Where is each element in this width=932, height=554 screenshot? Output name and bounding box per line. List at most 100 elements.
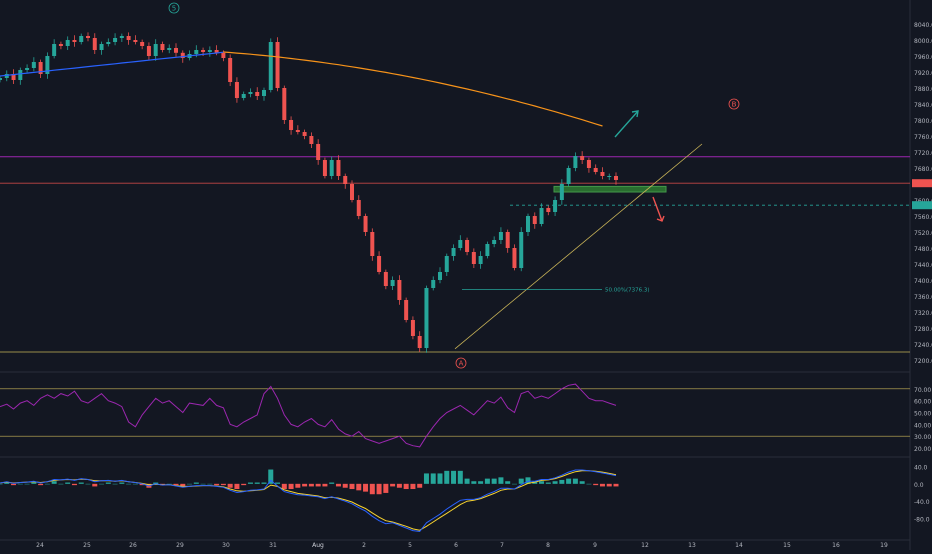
macd-histogram-bar bbox=[193, 482, 199, 484]
price-tick-label: 7760.0 bbox=[914, 134, 932, 141]
candle-body bbox=[356, 200, 361, 216]
candle-body bbox=[498, 232, 503, 240]
time-tick-label: 13 bbox=[688, 542, 696, 549]
macd-histogram-bar bbox=[17, 483, 23, 485]
price-tick-label: 8040.0 bbox=[914, 22, 932, 29]
macd-histogram-bar bbox=[437, 473, 443, 484]
macd-histogram-bar bbox=[268, 469, 274, 484]
candle-body bbox=[38, 62, 43, 74]
candle-body bbox=[478, 256, 483, 264]
macd-histogram-bar bbox=[349, 483, 355, 490]
macd-histogram-bar bbox=[261, 482, 267, 484]
rsi-tick-label: 20.00 bbox=[914, 446, 931, 453]
macd-histogram-bar bbox=[606, 483, 612, 487]
candle-body bbox=[465, 240, 470, 252]
macd-line bbox=[0, 469, 617, 533]
macd-histogram-bar bbox=[220, 483, 226, 486]
time-tick-label: 2 bbox=[362, 542, 366, 549]
rsi-tick-label: 70.00 bbox=[914, 387, 931, 394]
macd-histogram-bar bbox=[491, 478, 497, 484]
time-tick-label: 14 bbox=[735, 542, 743, 549]
candle-body bbox=[492, 240, 497, 244]
price-tick-label: 7840.0 bbox=[914, 102, 932, 109]
macd-axis: 40.0 0.0 -40.0 -80.0 bbox=[914, 465, 930, 524]
macd-histogram-bar bbox=[464, 478, 470, 484]
candle-body bbox=[580, 156, 585, 160]
macd-histogram-bar bbox=[31, 482, 37, 484]
macd-histogram-bar bbox=[505, 481, 511, 484]
candle-body bbox=[262, 90, 266, 96]
candle-body bbox=[201, 50, 206, 52]
candle-body bbox=[126, 36, 131, 40]
macd-histogram-bar bbox=[275, 482, 281, 484]
time-tick-label: 9 bbox=[593, 542, 597, 549]
macd-histogram-bar bbox=[254, 482, 260, 484]
candle-body bbox=[295, 130, 300, 132]
macd-histogram-bar bbox=[552, 481, 558, 484]
macd-histogram-bar bbox=[484, 478, 490, 484]
candle-body bbox=[322, 160, 327, 176]
macd-histogram-bar bbox=[200, 483, 206, 485]
candle-body bbox=[234, 82, 239, 98]
candle-body bbox=[302, 132, 307, 136]
candle-body bbox=[4, 74, 9, 78]
macd-histogram-bar bbox=[288, 483, 294, 490]
time-tick-label: 24 bbox=[36, 542, 44, 549]
candle-body bbox=[228, 58, 233, 82]
macd-histogram-bar bbox=[430, 473, 436, 484]
candle-body bbox=[241, 94, 246, 98]
macd-histogram-bar bbox=[579, 481, 585, 484]
candle-body bbox=[600, 172, 605, 176]
macd-histogram-bar bbox=[166, 483, 172, 485]
macd-histogram-bar bbox=[187, 483, 193, 485]
macd-histogram-bar bbox=[180, 483, 186, 487]
macd-histogram-bar bbox=[559, 479, 565, 484]
price-axis: 8040.0 8000.0 7960.0 7920.0 7880.0 7840.0 7800… bbox=[914, 22, 932, 365]
candle-body bbox=[180, 52, 185, 58]
candle-body bbox=[52, 44, 57, 56]
macd-histogram-bar bbox=[369, 483, 375, 495]
time-tick-label: 6 bbox=[454, 542, 458, 549]
candle-body bbox=[559, 184, 564, 200]
candle-body bbox=[519, 232, 524, 268]
macd-histogram bbox=[0, 469, 619, 495]
price-tick-label: 7920.0 bbox=[914, 70, 932, 77]
time-tick-label: 26 bbox=[129, 542, 137, 549]
candle-body bbox=[397, 280, 402, 300]
candles bbox=[0, 32, 618, 353]
bearish-arrow bbox=[652, 196, 663, 222]
macd-tick-label: -40.0 bbox=[914, 499, 930, 506]
rsi-tick-label: 30.00 bbox=[914, 434, 931, 441]
price-tick-label: 8000.0 bbox=[914, 38, 932, 45]
rsi-tick-label: 60.00 bbox=[914, 399, 931, 406]
macd-histogram-bar bbox=[566, 478, 572, 484]
macd-histogram-bar bbox=[11, 483, 17, 486]
time-axis: 24 25 26 29 30 31 Aug 2 5 6 7 8 9 12 13 14 15 16 19 bbox=[36, 542, 888, 549]
time-tick-label: 12 bbox=[641, 542, 649, 549]
price-tick-label: 7200.0 bbox=[914, 358, 932, 365]
candle-body bbox=[167, 48, 172, 50]
macd-tick-label: 40.0 bbox=[914, 465, 928, 472]
candle-body bbox=[79, 36, 84, 42]
candle-body bbox=[424, 288, 429, 348]
macd-histogram-bar bbox=[539, 481, 545, 484]
candle-body bbox=[586, 160, 591, 168]
candle-body bbox=[289, 120, 294, 130]
candle-body bbox=[18, 70, 23, 80]
macd-histogram-bar bbox=[295, 483, 301, 488]
candle-body bbox=[444, 256, 449, 272]
macd-histogram-bar bbox=[308, 483, 314, 487]
candle-body bbox=[316, 144, 321, 160]
macd-histogram-bar bbox=[613, 483, 619, 487]
macd-histogram-bar bbox=[457, 470, 463, 484]
price-tick-label: 7560.0 bbox=[914, 214, 932, 221]
price-tick-label: 7240.0 bbox=[914, 342, 932, 349]
candle-body bbox=[329, 160, 334, 176]
time-tick-label: 8 bbox=[546, 542, 550, 549]
uptrend-line bbox=[454, 143, 703, 350]
macd-histogram-bar bbox=[51, 481, 57, 484]
time-tick-label: 5 bbox=[408, 542, 412, 549]
